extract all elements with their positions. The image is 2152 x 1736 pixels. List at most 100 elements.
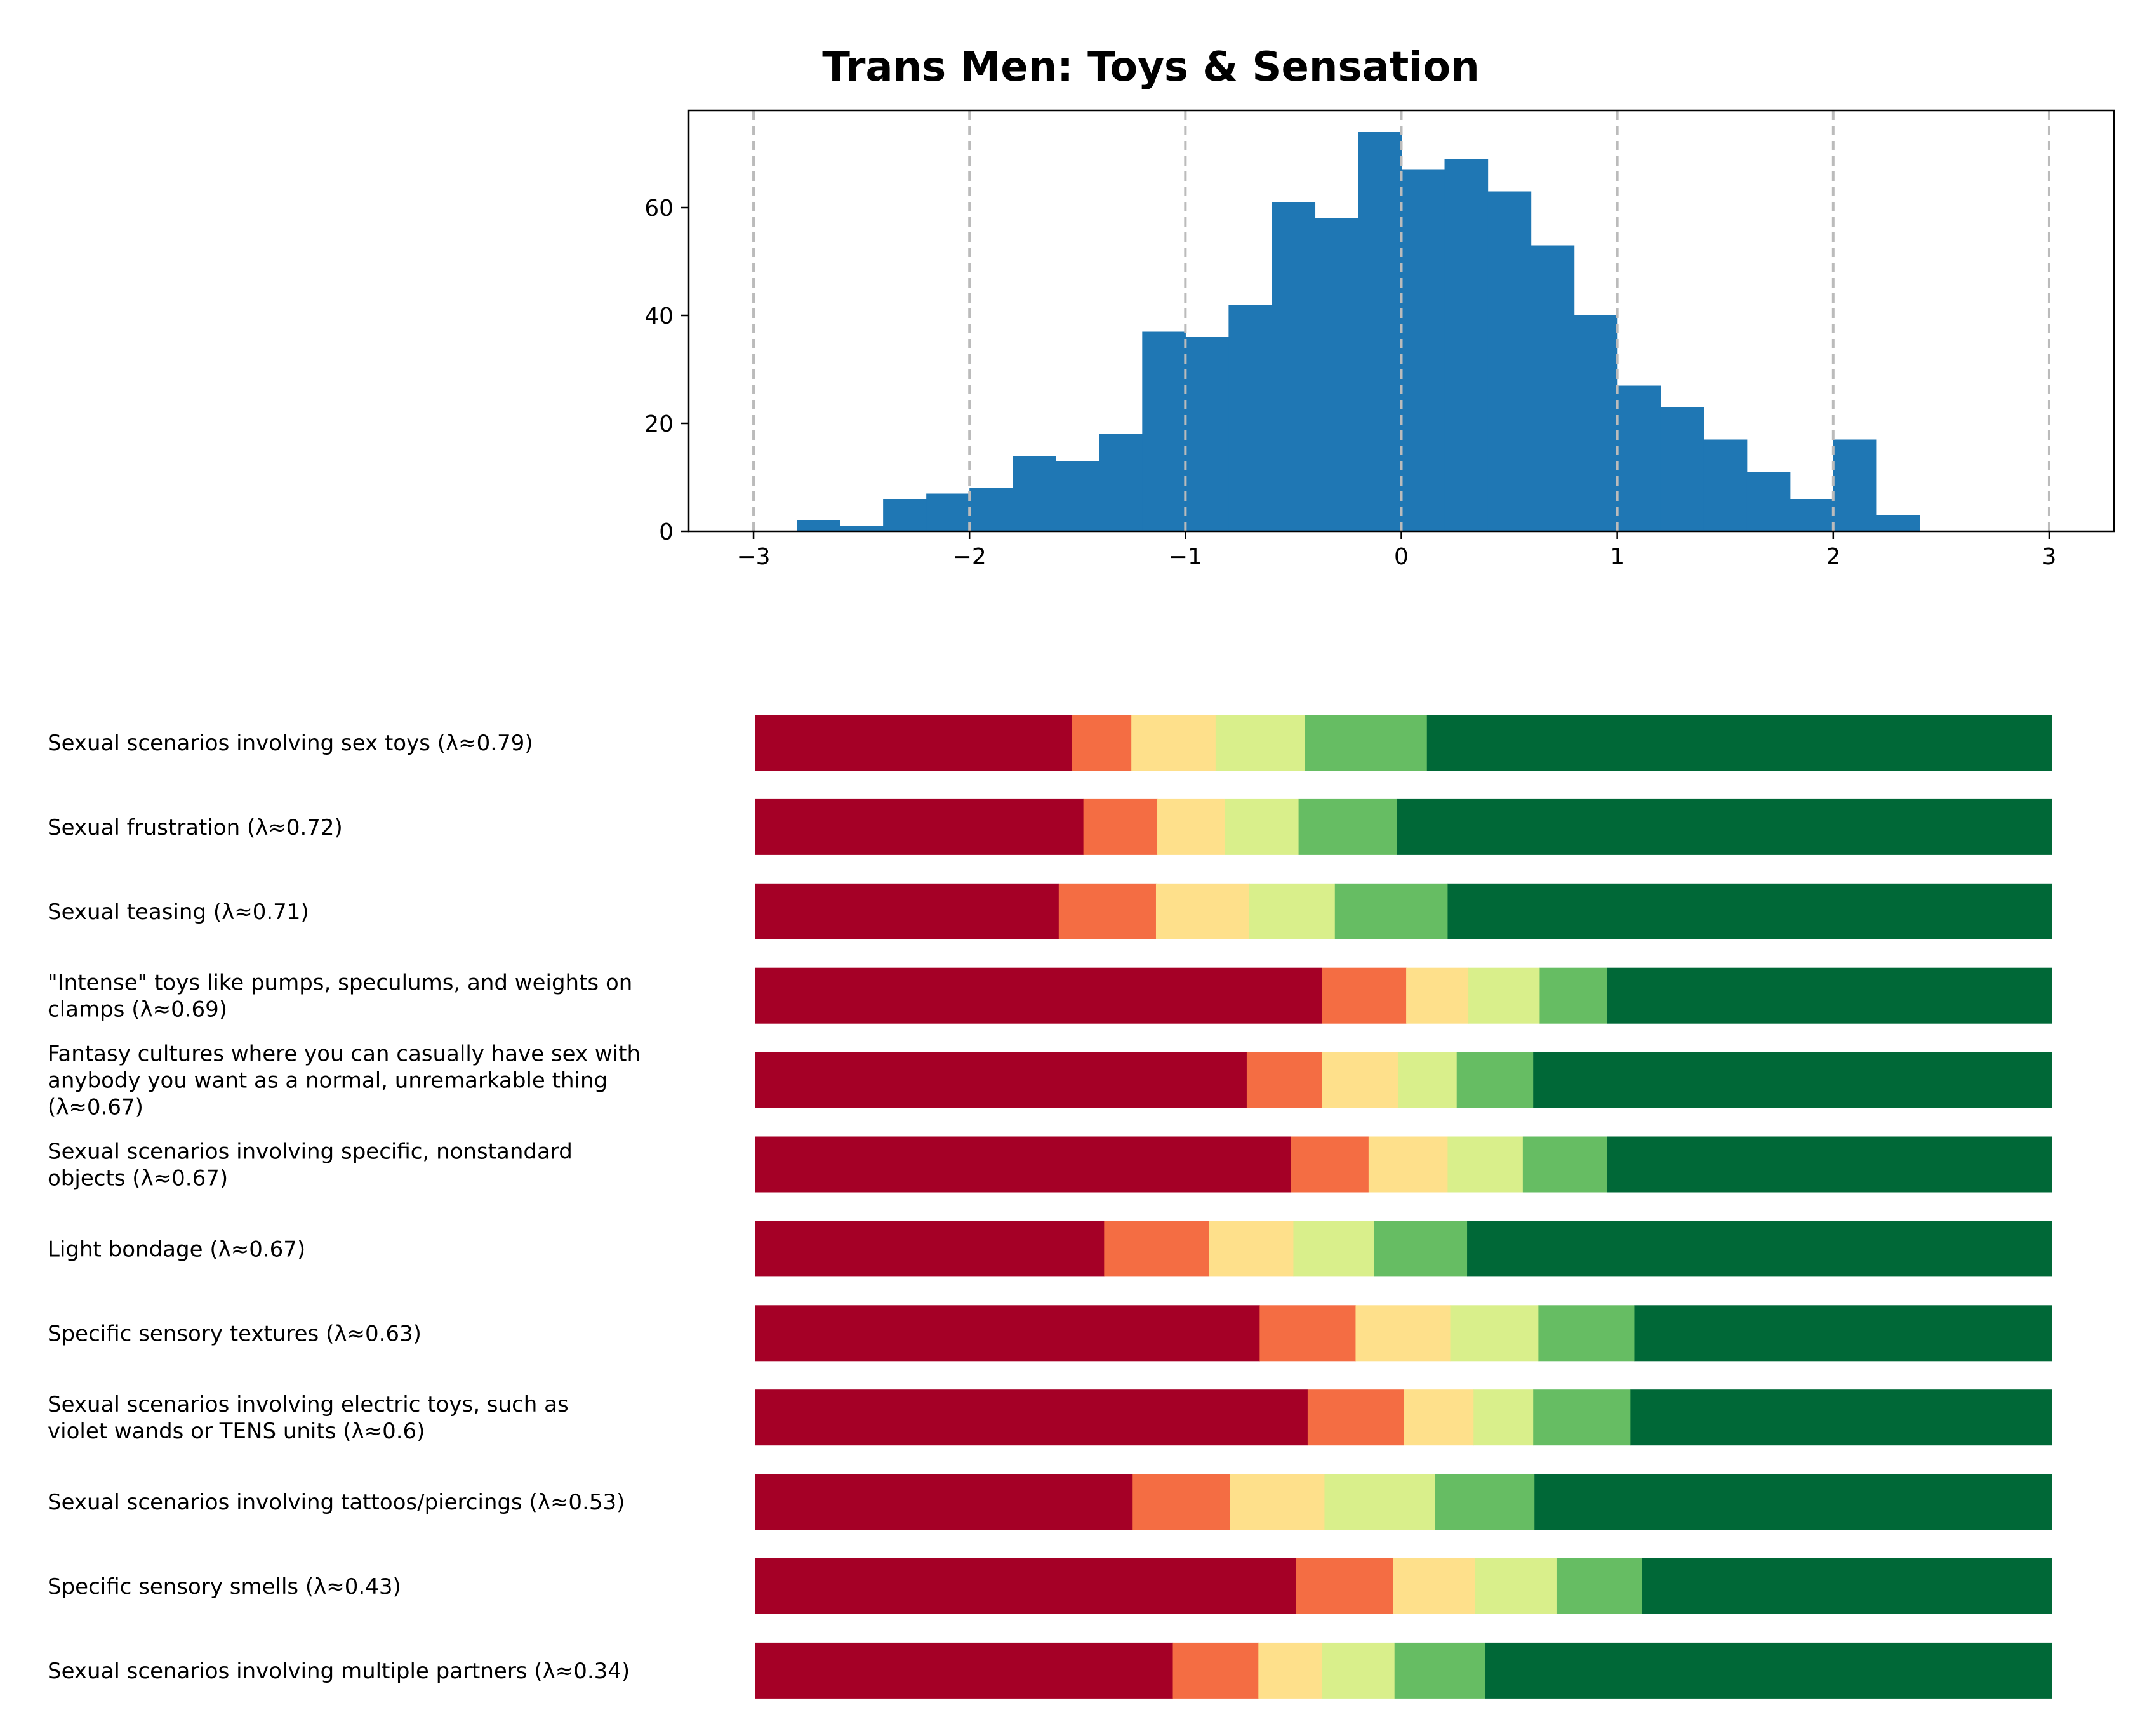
histogram-bar: [1272, 202, 1316, 531]
histogram-chart: −3 −2 −1 0 1 2 3 0 20 40 60: [644, 109, 2115, 570]
histogram-bar: [1444, 159, 1489, 531]
row-label: Sexual scenarios involving specific, non…: [48, 1139, 573, 1165]
row-label: Sexual scenarios involving electric toys…: [48, 1392, 569, 1417]
row-label: anybody you want as a normal, unremarkab…: [48, 1068, 608, 1094]
stacked-bar-segment: [1538, 1305, 1635, 1362]
stacked-bar-segment: [1305, 715, 1428, 771]
stacked-bar-segment: [1556, 1558, 1643, 1614]
stacked-bar-chart: Sexual scenarios involving sex toys (λ≈0…: [48, 715, 2052, 1699]
row-label: (λ≈0.67): [48, 1095, 143, 1120]
stacked-bar-segment: [1456, 1052, 1534, 1108]
stacked-bar-segment: [755, 715, 1072, 771]
histogram-bar: [1056, 461, 1099, 531]
histogram-bar: [1531, 245, 1575, 531]
histogram-bar: [1617, 385, 1661, 531]
stacked-bar-segment: [1249, 883, 1336, 939]
stacked-bar-segment: [1058, 883, 1157, 939]
histogram-bar: [969, 488, 1013, 531]
stacked-bar-segment: [755, 1221, 1105, 1277]
stacked-bar-segment: [1246, 1052, 1322, 1108]
stacked-bar-segment: [755, 798, 1084, 855]
stacked-bar-segment: [1072, 715, 1132, 771]
row-label: Sexual teasing (λ≈0.71): [48, 899, 309, 925]
x-tick-label: 2: [1826, 544, 1840, 570]
stacked-bar-segment: [755, 1136, 1291, 1193]
row-label: Light bondage (λ≈0.67): [48, 1236, 305, 1262]
stacked-bar-segment: [1607, 1136, 2052, 1193]
x-tick-label: −1: [1169, 544, 1202, 570]
histogram-bar: [1358, 132, 1402, 531]
stacked-bar-segment: [755, 1389, 1308, 1446]
stacked-bar-segment: [1485, 1642, 2052, 1699]
histogram-bar: [1487, 191, 1532, 531]
stacked-bar-segment: [1132, 1474, 1230, 1530]
x-tick-label: 3: [2042, 544, 2057, 570]
stacked-bar-segment: [1083, 798, 1158, 855]
stacked-bar-segment: [1404, 1389, 1474, 1446]
row-label: Sexual scenarios involving tattoos/pierc…: [48, 1490, 625, 1515]
stacked-bar-segment: [1607, 967, 2052, 1024]
stacked-bar-segment: [1225, 798, 1299, 855]
chart-title: Trans Men: Toys & Sensation: [822, 44, 1480, 91]
row-label: Sexual frustration (λ≈0.72): [48, 815, 343, 840]
row-label: Sexual scenarios involving multiple part…: [48, 1659, 630, 1684]
stacked-bar-segment: [1307, 1389, 1404, 1446]
y-tick-label: 0: [659, 519, 674, 545]
stacked-bar-segment: [1468, 967, 1541, 1024]
stacked-bar-segment: [1435, 1474, 1535, 1530]
histogram-bar: [1660, 407, 1704, 531]
row-label: Specific sensory smells (λ≈0.43): [48, 1574, 401, 1600]
x-tick-label: 0: [1394, 544, 1409, 570]
stacked-bar-segment: [1258, 1642, 1322, 1699]
stacked-bar-segment: [1450, 1305, 1539, 1362]
stacked-bar-segment: [1209, 1221, 1294, 1277]
stacked-bar-segment: [1172, 1642, 1259, 1699]
x-tick-label: 1: [1610, 544, 1624, 570]
histogram-bar: [1099, 434, 1143, 531]
stacked-bar-segment: [755, 1052, 1247, 1108]
stacked-bar-segment: [1296, 1558, 1394, 1614]
stacked-bar-segment: [1215, 715, 1306, 771]
stacked-bar-segment: [1533, 1052, 2052, 1108]
y-tick-label: 40: [644, 303, 674, 329]
stacked-bar-segment: [1447, 883, 2052, 939]
stacked-bar-segment: [1475, 1558, 1557, 1614]
stacked-bar-segment: [1230, 1474, 1325, 1530]
row-label: Fantasy cultures where you can casually …: [48, 1042, 641, 1067]
row-label: Specific sensory textures (λ≈0.63): [48, 1321, 422, 1346]
histogram-bar: [883, 499, 927, 531]
stacked-bar-segment: [1426, 715, 2052, 771]
stacked-bar-segment: [755, 1642, 1174, 1699]
stacked-bar-segment: [1447, 1136, 1524, 1193]
histogram-bar: [1185, 337, 1229, 531]
row-label: objects (λ≈0.67): [48, 1166, 228, 1191]
stacked-bar-segment: [755, 1558, 1297, 1614]
histogram-bar: [1833, 439, 1877, 531]
histogram-bar: [1876, 515, 1920, 531]
stacked-bar-segment: [1155, 883, 1250, 939]
histogram-bar: [1142, 331, 1186, 531]
stacked-bar-segment: [1157, 798, 1225, 855]
stacked-bar-segment: [1322, 1052, 1399, 1108]
histogram-bar: [1703, 439, 1748, 531]
stacked-bar-segment: [1634, 1305, 2052, 1362]
stacked-bar-segment: [1293, 1221, 1374, 1277]
x-tick-label: −3: [737, 544, 771, 570]
histogram-bar: [840, 526, 884, 531]
histogram-bar: [1401, 169, 1445, 531]
stacked-bar-segment: [1406, 967, 1469, 1024]
histogram-bar: [1013, 456, 1056, 531]
stacked-bar-segment: [1291, 1136, 1369, 1193]
stacked-bar-segment: [1642, 1558, 2052, 1614]
row-label: clamps (λ≈0.69): [48, 997, 227, 1023]
row-label: Sexual scenarios involving sex toys (λ≈0…: [48, 731, 533, 756]
stacked-bar-segment: [1368, 1136, 1449, 1193]
stacked-bar-segment: [1322, 1642, 1395, 1699]
stacked-bar-segment: [1397, 798, 2052, 855]
stacked-bar-segment: [1355, 1305, 1451, 1362]
stacked-bar-segment: [1104, 1221, 1210, 1277]
x-tick-label: −2: [953, 544, 986, 570]
stacked-bar-segment: [1259, 1305, 1357, 1362]
